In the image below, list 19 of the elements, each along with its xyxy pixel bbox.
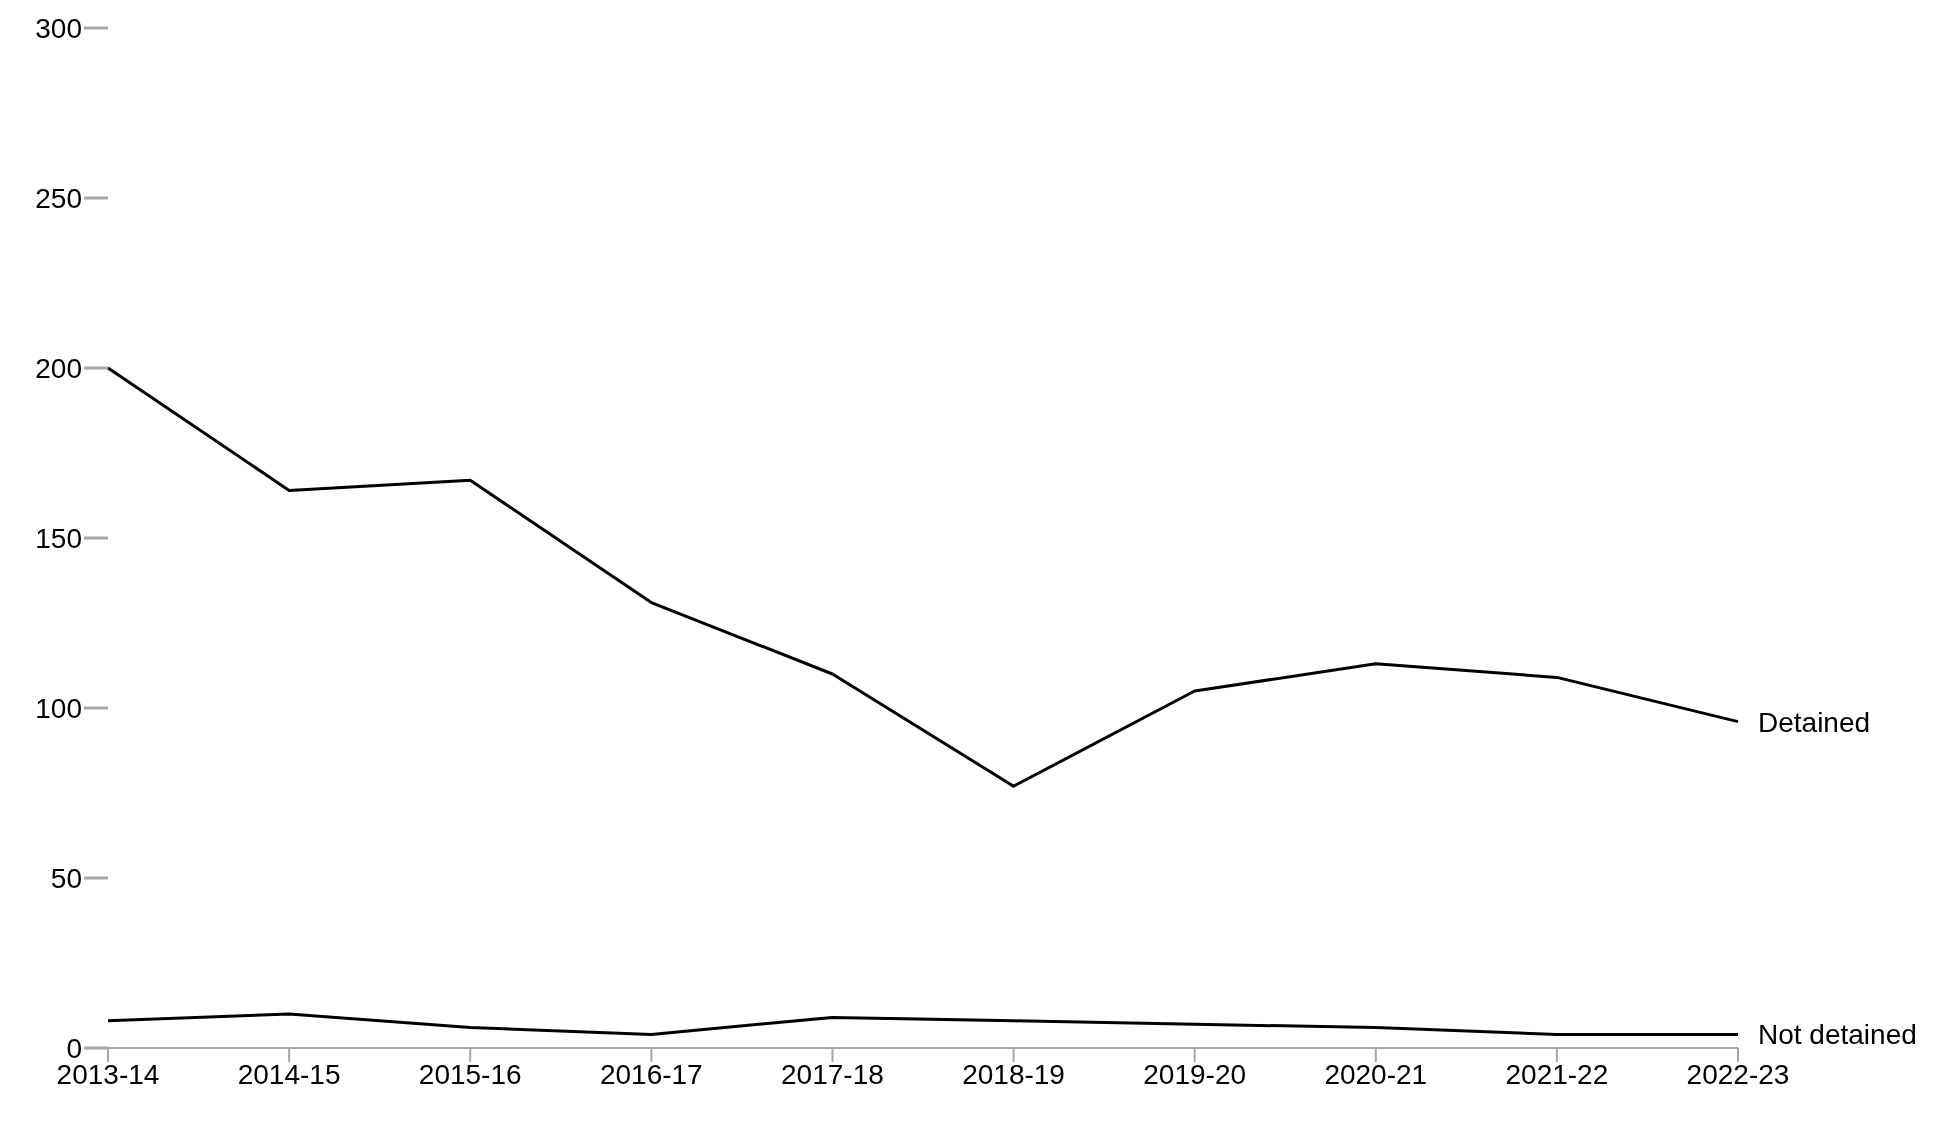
- y-tick-label: 300: [35, 12, 82, 44]
- line-series: [106, 366, 1740, 788]
- x-tick-label: 2020-21: [1324, 1058, 1428, 1090]
- series-label: Detained: [1758, 706, 1871, 738]
- y-tick-label: 150: [35, 522, 82, 554]
- y-tick-label: 200: [35, 352, 82, 384]
- x-tick-label: 2014-15: [237, 1058, 341, 1090]
- x-tick-label: 2017-18: [781, 1058, 884, 1090]
- x-tick-label: 2015-16: [418, 1058, 522, 1090]
- x-tick-label: 2019-20: [1143, 1058, 1247, 1090]
- x-tick-label: 2021-22: [1505, 1058, 1609, 1090]
- x-tick-label: 2022-23: [1686, 1058, 1790, 1090]
- x-tick-label: 2018-19: [962, 1058, 1065, 1090]
- y-tick-label: 100: [35, 692, 82, 724]
- y-tick-label: 50: [50, 862, 82, 894]
- series-label: Not detained: [1758, 1019, 1917, 1051]
- x-tick-label: 2016-17: [599, 1058, 703, 1090]
- y-tick-label: 250: [35, 182, 82, 214]
- line-series: [106, 1012, 1740, 1036]
